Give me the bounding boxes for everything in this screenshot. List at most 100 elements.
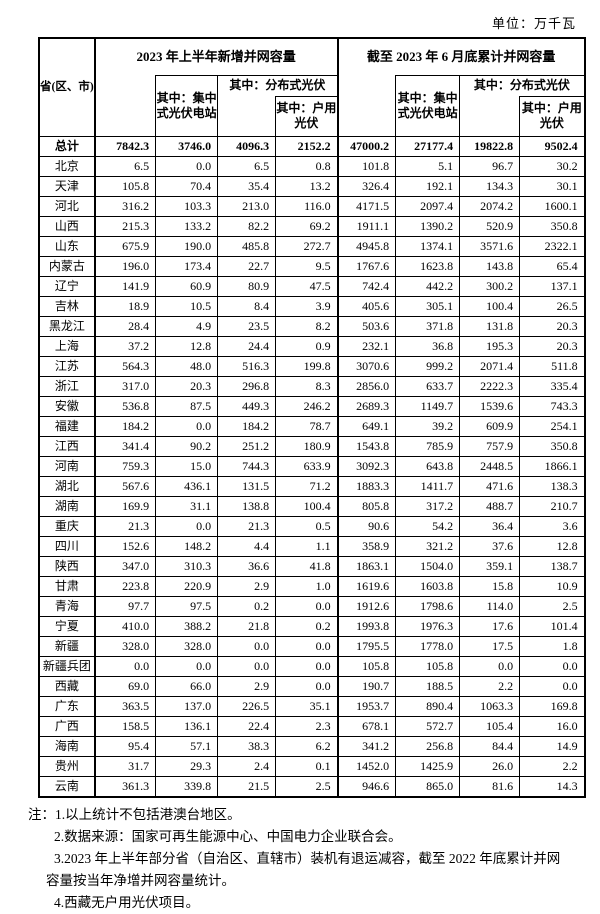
capacity-value: 321.2: [395, 535, 461, 557]
capacity-value: 328.0: [155, 635, 219, 657]
capacity-value: 743.3: [519, 395, 586, 417]
capacity-value: 96.7: [459, 155, 521, 177]
capacity-value: 31.7: [94, 755, 157, 777]
capacity-value: 169.9: [94, 495, 157, 517]
capacity-value: 36.6: [217, 555, 277, 577]
capacity-value: 2.5: [519, 595, 586, 617]
capacity-value: 35.1: [275, 695, 339, 717]
capacity-value: 184.2: [217, 415, 277, 437]
province-name: 新疆兵团: [38, 655, 96, 677]
capacity-value: 633.7: [395, 375, 461, 397]
capacity-value: 69.0: [94, 675, 157, 697]
capacity-value: 2074.2: [459, 195, 521, 217]
province-name: 青海: [38, 595, 96, 617]
capacity-value: 3092.3: [337, 455, 397, 477]
capacity-value: 503.6: [337, 315, 397, 337]
header-spacer-distributed-cumulative: [459, 96, 521, 137]
capacity-value: 609.9: [459, 415, 521, 437]
table-body: 总计 7842.3 3746.0 4096.3 2152.2 47000.2 27177.4…: [38, 135, 586, 797]
capacity-value: 35.4: [217, 175, 277, 197]
capacity-value: 1600.1: [519, 195, 586, 217]
capacity-value: 4171.5: [337, 195, 397, 217]
capacity-value: 0.2: [275, 615, 339, 637]
capacity-value: 66.0: [155, 675, 219, 697]
table-row: 山东 675.9 190.0 485.8 272.7 4945.8 1374.1 3571.6…: [38, 235, 586, 257]
capacity-value: 350.8: [519, 435, 586, 457]
capacity-value: 8.2: [275, 315, 339, 337]
capacity-value: 3070.6: [337, 355, 397, 377]
capacity-value: 1866.1: [519, 455, 586, 477]
table-row: 青海 97.7 97.5 0.2 0.0 1912.6 1798.6 114.0 2.5: [38, 595, 586, 617]
capacity-value: 405.6: [337, 295, 397, 317]
capacity-value: 21.3: [94, 515, 157, 537]
capacity-value: 30.1: [519, 175, 586, 197]
province-name: 湖北: [38, 475, 96, 497]
capacity-value: 210.7: [519, 495, 586, 517]
capacity-value: 759.3: [94, 455, 157, 477]
capacity-value: 138.7: [519, 555, 586, 577]
capacity-value: 26.0: [459, 755, 521, 777]
capacity-value: 131.5: [217, 475, 277, 497]
capacity-value: 1390.2: [395, 215, 461, 237]
capacity-value: 449.3: [217, 395, 277, 417]
capacity-value: 2.2: [519, 755, 586, 777]
capacity-value: 90.6: [337, 515, 397, 537]
capacity-value: 516.3: [217, 355, 277, 377]
capacity-value: 0.0: [519, 675, 586, 697]
capacity-value: 1623.8: [395, 255, 461, 277]
column-header-centralized-cumulative: 其中：集中式光伏电站: [395, 74, 461, 137]
table-row: 福建 184.2 0.0 184.2 78.7 649.1 39.2 609.9 254.1: [38, 415, 586, 437]
capacity-value: 6.2: [275, 735, 339, 757]
capacity-value: 2856.0: [337, 375, 397, 397]
capacity-value: 1374.1: [395, 235, 461, 257]
capacity-value: 24.4: [217, 335, 277, 357]
province-name: 云南: [38, 775, 96, 797]
capacity-value: 1603.8: [395, 575, 461, 597]
capacity-value: 0.0: [155, 415, 219, 437]
capacity-value: 5.1: [395, 155, 461, 177]
capacity-value: 105.4: [459, 715, 521, 737]
capacity-value: 999.2: [395, 355, 461, 377]
capacity-value: 3.6: [519, 515, 586, 537]
capacity-value: 28.4: [94, 315, 157, 337]
column-header-province: 省(区、市): [38, 37, 96, 137]
capacity-value: 81.6: [459, 775, 521, 797]
province-name: 吉林: [38, 295, 96, 317]
province-name: 上海: [38, 335, 96, 357]
capacity-value: 2.2: [459, 675, 521, 697]
capacity-value: 1149.7: [395, 395, 461, 417]
capacity-value: 169.8: [519, 695, 586, 717]
capacity-value: 21.3: [217, 515, 277, 537]
capacity-value: 488.7: [459, 495, 521, 517]
capacity-value: 199.8: [275, 355, 339, 377]
capacity-value: 1976.3: [395, 615, 461, 637]
capacity-value: 2.3: [275, 715, 339, 737]
capacity-value: 246.2: [275, 395, 339, 417]
province-name: 安徽: [38, 395, 96, 417]
capacity-value: 0.0: [275, 655, 339, 677]
column-group-cumulative-capacity: 截至 2023 年 6 月底累计并网容量: [337, 37, 586, 75]
capacity-value: 1911.1: [337, 215, 397, 237]
capacity-value: 3.9: [275, 295, 339, 317]
province-name: 新疆: [38, 635, 96, 657]
capacity-value: 70.4: [155, 175, 219, 197]
capacity-value: 363.5: [94, 695, 157, 717]
capacity-value: 2689.3: [337, 395, 397, 417]
capacity-value: 13.2: [275, 175, 339, 197]
capacity-value: 2322.1: [519, 235, 586, 257]
table-row: 浙江 317.0 20.3 296.8 8.3 2856.0 633.7 2222.3 335.…: [38, 375, 586, 397]
capacity-value: 26.5: [519, 295, 586, 317]
capacity-value: 335.4: [519, 375, 586, 397]
capacity-value: 180.9: [275, 435, 339, 457]
capacity-value: 136.1: [155, 715, 219, 737]
capacity-value: 10.5: [155, 295, 219, 317]
capacity-value: 60.9: [155, 275, 219, 297]
capacity-value: 567.6: [94, 475, 157, 497]
capacity-value: 39.2: [395, 415, 461, 437]
capacity-value: 410.0: [94, 615, 157, 637]
capacity-value: 1425.9: [395, 755, 461, 777]
capacity-value: 19822.8: [459, 135, 521, 157]
capacity-value: 215.3: [94, 215, 157, 237]
capacity-value: 2.9: [217, 575, 277, 597]
table-row: 上海 37.2 12.8 24.4 0.9 232.1 36.8 195.3 20.3: [38, 335, 586, 357]
